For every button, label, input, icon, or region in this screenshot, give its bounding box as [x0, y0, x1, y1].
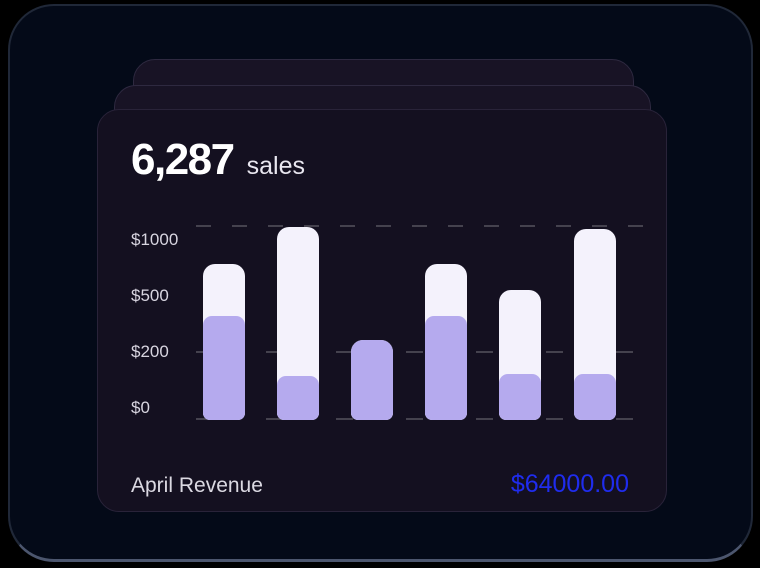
period-label: April Revenue	[131, 474, 263, 497]
gridline-200	[196, 351, 643, 353]
bar-3	[350, 339, 393, 420]
bar-6	[573, 228, 616, 420]
bar-5	[499, 290, 542, 420]
sales-unit-label: sales	[246, 152, 305, 180]
bar-2	[276, 226, 319, 420]
sales-headline: 6,287 sales	[131, 137, 305, 183]
app-window: 6,287 sales $1000 $500 $200 $0 April Revenu…	[8, 4, 753, 562]
y-tick-label: $200	[131, 342, 169, 361]
bar-3-lower-segment	[350, 339, 393, 420]
y-tick-label: $0	[131, 398, 150, 417]
y-tick-label: $500	[131, 286, 169, 305]
bar-1	[202, 263, 245, 420]
gridline-top	[196, 225, 643, 227]
bar-4-lower-segment	[425, 315, 468, 420]
bar-5-lower-segment	[499, 374, 542, 420]
bar-4	[425, 263, 468, 420]
bar-chart	[196, 225, 643, 420]
revenue-card: 6,287 sales $1000 $500 $200 $0 April Revenu…	[97, 109, 667, 512]
bar-2-lower-segment	[276, 375, 319, 420]
sales-count: 6,287	[131, 135, 235, 184]
y-tick-label: $1000	[131, 230, 179, 249]
bar-6-lower-segment	[573, 374, 616, 420]
revenue-value: $64000.00	[510, 470, 629, 498]
gridline-baseline	[196, 418, 643, 420]
bar-1-lower-segment	[202, 315, 245, 420]
